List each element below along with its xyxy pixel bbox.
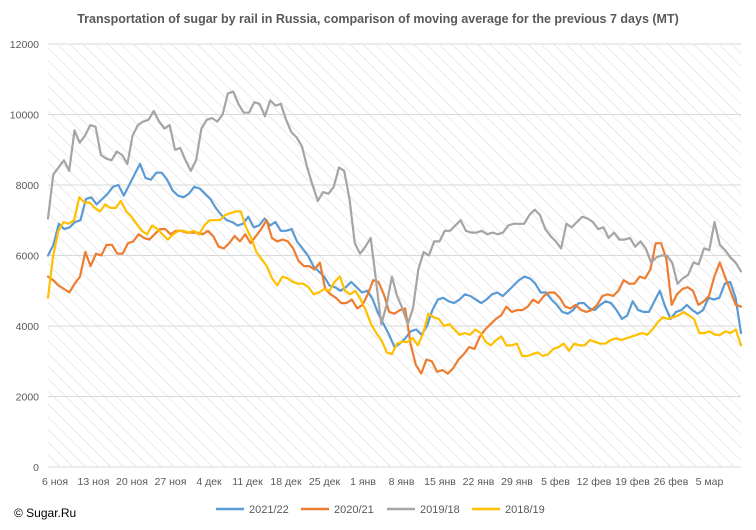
chart-title: Transportation of sugar by rail in Russi… (77, 12, 679, 26)
x-tick-label: 18 дек (270, 476, 302, 488)
y-tick-label: 2000 (16, 392, 40, 404)
x-tick-label: 5 фев (541, 476, 570, 488)
legend-label: 2018/19 (505, 504, 545, 516)
legend-label: 2021/22 (249, 504, 289, 516)
series-line-2018-19 (46, 196, 743, 358)
x-tick-label: 6 ноя (42, 476, 68, 488)
series-line-2019-18 (46, 90, 743, 326)
x-tick-label: 20 ноя (116, 476, 148, 488)
x-tick-label: 8 янв (389, 476, 415, 488)
legend: 2021/22 2020/21 2019/18 2018/19 (216, 504, 545, 516)
credit-text: © Sugar.Ru (14, 506, 76, 520)
x-tick-label: 5 мар (696, 476, 724, 488)
series-line-2020-21 (46, 219, 743, 375)
y-tick-label: 4000 (16, 321, 40, 333)
x-tick-label: 27 ноя (155, 476, 187, 488)
x-tick-label: 19 фев (615, 476, 650, 488)
x-tick-label: 25 дек (309, 476, 341, 488)
x-tick-label: 22 янв (463, 476, 495, 488)
legend-label: 2020/21 (334, 504, 374, 516)
y-tick-label: 0 (33, 462, 39, 474)
series-lines (46, 90, 743, 375)
x-tick-label: 29 янв (501, 476, 533, 488)
y-tick-label: 12000 (10, 39, 39, 51)
x-tick-label: 15 янв (424, 476, 456, 488)
x-tick-label: 13 ноя (78, 476, 110, 488)
x-tick-label: 12 фев (577, 476, 612, 488)
x-tick-label: 26 фев (654, 476, 689, 488)
y-tick-label: 6000 (16, 251, 40, 263)
x-tick-label: 4 дек (196, 476, 222, 488)
x-tick-label: 11 дек (232, 476, 263, 488)
y-axis-ticks: 0 2000 4000 6000 8000 10000 12000 (10, 39, 39, 474)
x-axis-ticks: 6 ноя 13 ноя 20 ноя 27 ноя 4 дек 11 дек 18 дек… (42, 476, 724, 488)
y-tick-label: 8000 (16, 180, 40, 192)
y-tick-label: 10000 (10, 110, 39, 122)
x-tick-label: 1 янв (350, 476, 376, 488)
gridlines (48, 43, 741, 468)
legend-label: 2019/18 (420, 504, 460, 516)
